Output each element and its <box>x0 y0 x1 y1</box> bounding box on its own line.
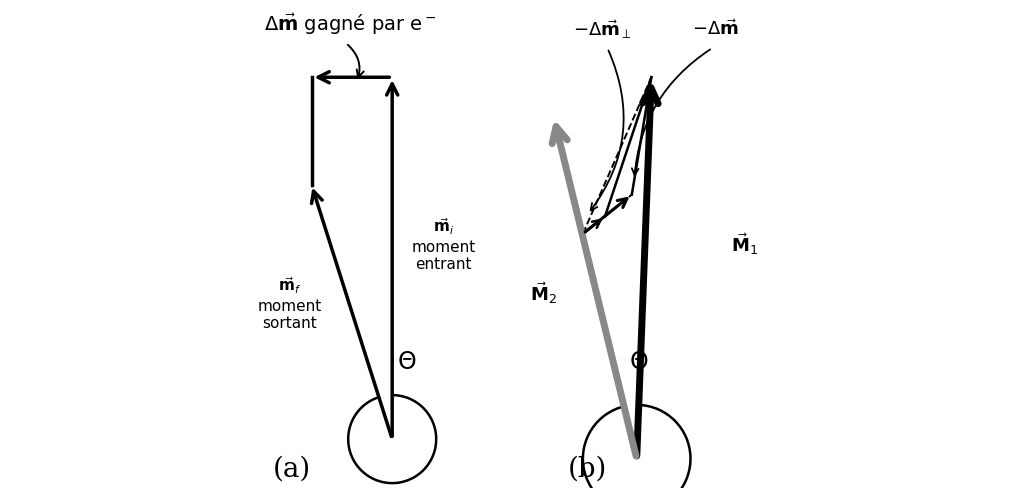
Text: (a): (a) <box>272 455 310 482</box>
Text: $\Theta$: $\Theta$ <box>397 349 417 373</box>
Text: $\Delta\vec{\mathbf{m}}$ gagné par e$^-$: $\Delta\vec{\mathbf{m}}$ gagné par e$^-$ <box>264 12 437 37</box>
Text: $\vec{\mathbf{M}}_2$: $\vec{\mathbf{M}}_2$ <box>530 280 557 305</box>
Text: $\vec{\mathbf{M}}_1$: $\vec{\mathbf{M}}_1$ <box>731 231 758 257</box>
Text: (b): (b) <box>568 455 607 482</box>
Text: $\vec{\mathbf{m}}_f$
moment
sortant: $\vec{\mathbf{m}}_f$ moment sortant <box>257 275 322 330</box>
Text: $\Theta$: $\Theta$ <box>630 349 649 373</box>
Text: $\vec{\mathbf{m}}_i$
moment
entrant: $\vec{\mathbf{m}}_i$ moment entrant <box>412 216 476 272</box>
Text: $- \Delta\vec{\mathbf{m}}_\perp$: $- \Delta\vec{\mathbf{m}}_\perp$ <box>573 18 632 41</box>
Text: $- \Delta\vec{\mathbf{m}}$: $- \Delta\vec{\mathbf{m}}$ <box>691 20 738 39</box>
